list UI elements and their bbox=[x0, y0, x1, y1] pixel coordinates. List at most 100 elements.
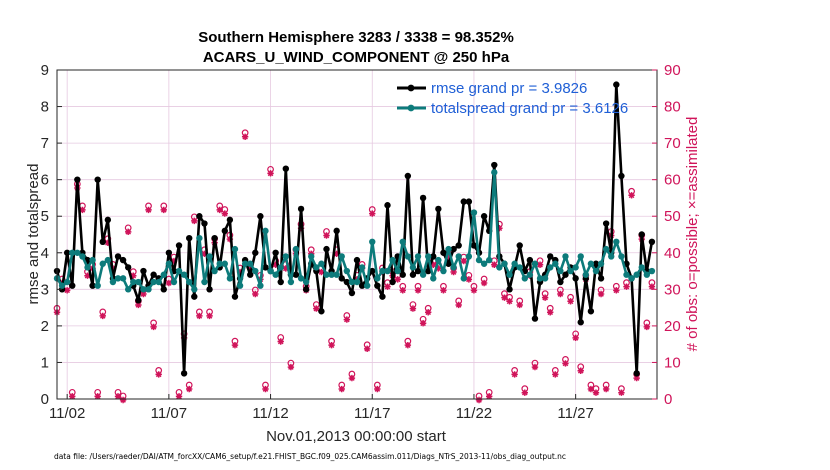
y-tick-label-right: 70 bbox=[664, 135, 681, 152]
totalspread-point bbox=[486, 256, 493, 264]
obs-assimilated-marker bbox=[119, 396, 127, 404]
totalspread-point bbox=[165, 260, 173, 267]
obs-assimilated-marker bbox=[191, 217, 198, 225]
totalspread-point bbox=[58, 282, 66, 289]
totalspread-point bbox=[648, 267, 656, 275]
totalspread-point bbox=[236, 282, 244, 289]
obs-assimilated-marker bbox=[196, 312, 203, 320]
obs-assimilated-marker bbox=[613, 287, 620, 294]
obs-assimilated-marker bbox=[562, 360, 569, 367]
legend-rmse-label: rmse grand pr = 3.9826 bbox=[431, 80, 587, 97]
rmse-point bbox=[297, 205, 305, 213]
rmse-point bbox=[89, 282, 96, 289]
obs-assimilated-marker bbox=[186, 385, 193, 393]
totalspread-point bbox=[475, 256, 483, 264]
obs-assimilated-marker bbox=[435, 265, 442, 272]
obs-assimilated-marker bbox=[282, 265, 290, 272]
rmse-point bbox=[69, 282, 76, 289]
obs-assimilated-marker bbox=[348, 374, 356, 382]
rmse-point bbox=[262, 264, 269, 271]
obs-assimilated-marker bbox=[140, 290, 147, 298]
rmse-point bbox=[638, 231, 645, 238]
rmse-point bbox=[613, 81, 620, 88]
totalspread-point bbox=[526, 271, 534, 278]
totalspread-point bbox=[130, 278, 137, 286]
rmse-point bbox=[419, 194, 427, 202]
rmse-point bbox=[414, 267, 422, 275]
totalspread-point bbox=[201, 278, 208, 286]
rmse-point bbox=[94, 176, 101, 183]
rmse-point bbox=[196, 213, 203, 220]
rmse-point bbox=[302, 286, 310, 293]
y-tick-label-right: 30 bbox=[664, 281, 681, 298]
totalspread-point bbox=[379, 267, 386, 275]
rmse-point bbox=[369, 267, 376, 275]
rmse-point bbox=[74, 176, 81, 183]
y-axis-label-right: # of obs: o=possible; ×=assimilated bbox=[684, 117, 701, 352]
totalspread-point bbox=[516, 264, 523, 271]
obs-assimilated-marker bbox=[318, 268, 325, 276]
totalspread-point bbox=[338, 253, 345, 260]
obs-assimilated-marker bbox=[501, 294, 508, 301]
y-tick-label-right: 40 bbox=[664, 245, 681, 262]
rmse-point bbox=[206, 286, 213, 293]
totalspread-point bbox=[287, 278, 295, 286]
totalspread-point bbox=[358, 264, 366, 271]
obs-assimilated-marker bbox=[333, 250, 340, 257]
y-tick-label-left: 8 bbox=[41, 99, 49, 116]
totalspread-point bbox=[506, 271, 513, 278]
obs-assimilated-marker bbox=[440, 287, 447, 294]
totalspread-point bbox=[124, 286, 132, 293]
obs-assimilated-marker bbox=[267, 170, 274, 177]
y-tick-label-left: 4 bbox=[41, 245, 49, 262]
obs-assimilated-marker bbox=[165, 279, 173, 287]
totalspread-point bbox=[313, 264, 320, 271]
totalspread-point bbox=[328, 271, 335, 278]
totalspread-point bbox=[608, 253, 615, 260]
y-tick-label-right: 80 bbox=[664, 99, 681, 116]
chart-subtitle: ACARS_U_WIND_COMPONENT @ 250 hPa bbox=[203, 49, 510, 66]
totalspread-point bbox=[445, 245, 452, 253]
totalspread-point bbox=[277, 264, 284, 271]
totalspread-point bbox=[440, 267, 447, 275]
rmse-point bbox=[460, 198, 467, 205]
obs-assimilated-marker bbox=[369, 210, 376, 217]
obs-assimilated-marker bbox=[155, 371, 162, 378]
totalspread-point bbox=[252, 267, 259, 275]
rmse-point bbox=[480, 213, 488, 220]
totalspread-point bbox=[333, 271, 340, 278]
rmse-point bbox=[526, 256, 534, 264]
totalspread-point bbox=[628, 275, 635, 282]
obs-assimilated-marker bbox=[79, 206, 86, 214]
totalspread-point bbox=[155, 278, 162, 286]
totalspread-point bbox=[343, 267, 351, 275]
totalspread-point bbox=[292, 245, 300, 253]
y-tick-label-right: 60 bbox=[664, 172, 681, 189]
rmse-point bbox=[292, 271, 300, 278]
totalspread-point bbox=[409, 264, 417, 271]
totalspread-point bbox=[582, 271, 590, 278]
rmse-point bbox=[597, 275, 605, 282]
totalspread-point bbox=[424, 253, 432, 260]
rmse-point bbox=[465, 198, 473, 205]
totalspread-point bbox=[297, 275, 305, 282]
rmse-point bbox=[445, 260, 452, 267]
obs-assimilated-marker bbox=[430, 261, 437, 268]
obs-assimilated-marker bbox=[180, 334, 188, 342]
obs-assimilated-marker bbox=[587, 385, 595, 393]
x-tick-label: 11/07 bbox=[151, 405, 187, 422]
rmse-point bbox=[592, 260, 600, 267]
totalspread-point bbox=[140, 286, 147, 293]
y-tick-label-left: 7 bbox=[41, 135, 49, 152]
rmse-point bbox=[450, 245, 457, 253]
totalspread-point bbox=[557, 267, 564, 275]
rmse-point bbox=[602, 220, 610, 227]
totalspread-point bbox=[211, 267, 218, 275]
obs-assimilated-marker bbox=[150, 323, 157, 331]
obs-assimilated-marker bbox=[394, 276, 401, 283]
obs-assimilated-marker bbox=[480, 279, 488, 287]
obs-assimilated-marker bbox=[470, 287, 478, 294]
totalspread-point bbox=[206, 253, 213, 260]
rmse-point bbox=[374, 282, 381, 289]
totalspread-point bbox=[84, 264, 91, 271]
